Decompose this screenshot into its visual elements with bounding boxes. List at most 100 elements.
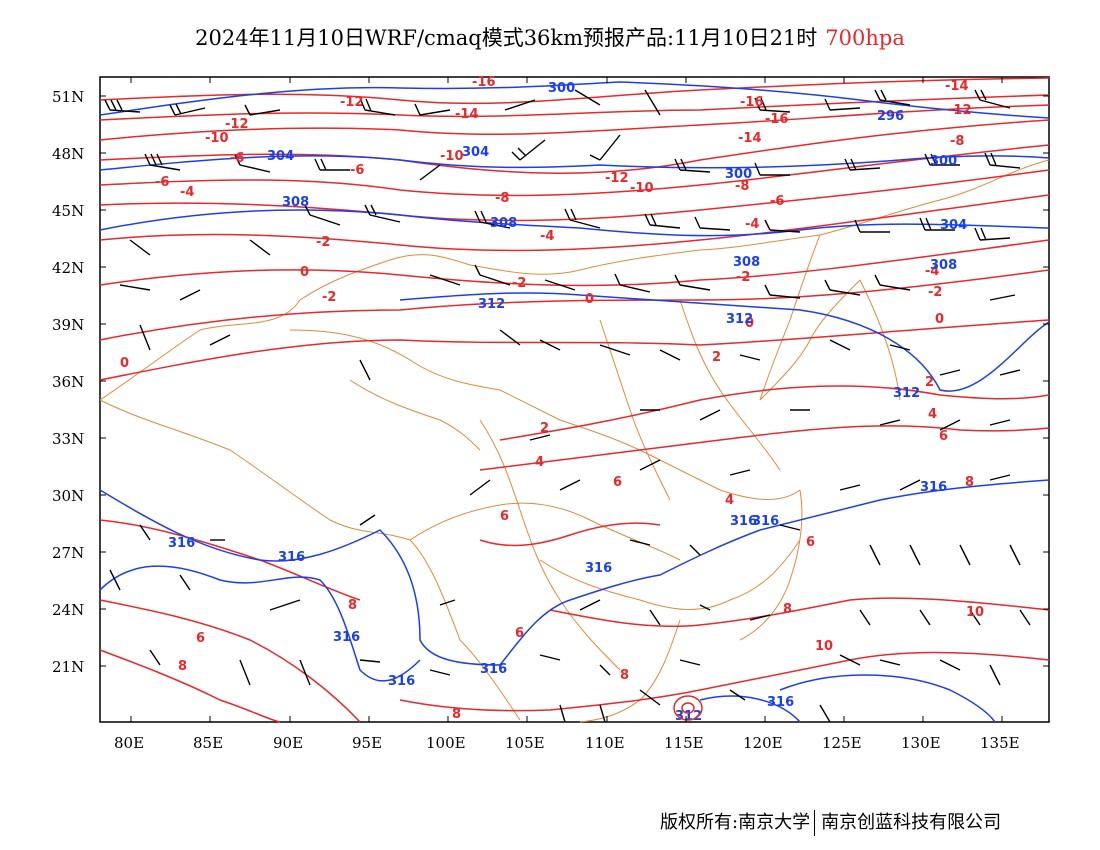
isotherm-label: -10 xyxy=(630,181,654,196)
map-title: 2024年11月10日WRF/cmaq模式36km预报产品:11月10日21时 7… xyxy=(0,22,1100,52)
isotherm-label: 0 xyxy=(935,312,944,327)
lat-axis: 51N 48N 45N 42N 39N 36N 33N 30N 27N 24N … xyxy=(52,88,84,676)
lat-label: 39N xyxy=(52,316,84,334)
lon-label: 130E xyxy=(901,734,941,752)
isotherm-label: 4 xyxy=(725,493,734,508)
height-label: 312 xyxy=(675,709,702,724)
copyright-text: 版权所有:南京大学 xyxy=(660,812,811,833)
height-label: 304 xyxy=(940,218,967,233)
isotherm-label: 6 xyxy=(939,429,948,444)
isotherm-label: -4 xyxy=(745,217,759,232)
title-level: 700hpa xyxy=(825,26,905,50)
isotherm-label: -2 xyxy=(736,270,750,285)
isotherm-label: 0 xyxy=(745,316,754,331)
height-label: 308 xyxy=(930,258,957,273)
isotherm-label: -2 xyxy=(316,235,330,250)
company-text: 南京创蓝科技有限公司 xyxy=(821,812,1002,833)
isotherm-label: -14 xyxy=(455,107,479,122)
isotherm-label: 8 xyxy=(783,602,792,617)
isotherm-label: -12 xyxy=(605,171,629,186)
height-label: 316 xyxy=(585,561,612,576)
isotherm-label: 8 xyxy=(178,659,187,674)
isotherm-label: 8 xyxy=(620,668,629,683)
lat-label: 42N xyxy=(52,259,84,277)
isotherm-label: 4 xyxy=(535,455,544,470)
isotherm-label: -10 xyxy=(440,149,464,164)
height-label: 316 xyxy=(333,630,360,645)
height-label: 300 xyxy=(725,167,752,182)
lon-label: 85E xyxy=(193,734,223,752)
lat-label: 30N xyxy=(52,487,84,505)
isotherm-label: -8 xyxy=(950,134,964,149)
isotherm-label: 2 xyxy=(712,350,721,365)
isotherm-label: -14 xyxy=(738,131,762,146)
isotherm-label: -8 xyxy=(735,179,749,194)
isotherm-label: -12 xyxy=(948,103,972,118)
footer: 版权所有:南京大学 南京创蓝科技有限公司 xyxy=(660,808,1001,836)
footer-divider xyxy=(814,810,816,836)
isotherm-label: -6 xyxy=(230,151,244,166)
lon-label: 95E xyxy=(352,734,382,752)
isotherm-label: 10 xyxy=(966,605,984,620)
isotherm-label: -6 xyxy=(155,175,169,190)
isotherm-label: -16 xyxy=(472,75,496,90)
isotherm-label: -16 xyxy=(765,112,789,127)
height-labels: 300 296 304 304 300 300 308 308 304 308 … xyxy=(168,81,967,724)
height-label: 312 xyxy=(726,312,753,327)
height-label: 300 xyxy=(930,154,957,169)
isotherm-label: -10 xyxy=(205,131,229,146)
lon-label: 105E xyxy=(505,734,545,752)
isotherm-label: 6 xyxy=(806,535,815,550)
isotherm-label: -14 xyxy=(945,79,969,94)
isotherm-label: 0 xyxy=(120,356,129,371)
height-label: 316 xyxy=(278,550,305,565)
isotherm-label: -6 xyxy=(350,163,364,178)
isotherm-label: 8 xyxy=(965,475,974,490)
lat-label: 24N xyxy=(52,601,84,619)
isotherm-label: -12 xyxy=(225,117,249,132)
isotherm-labels: -16 -12 -14 -16 -14 -16 -14 -12 -10 -12 … xyxy=(120,75,984,722)
isotherm-label: -16 xyxy=(740,95,764,110)
height-contours xyxy=(99,81,1050,723)
isotherm-label: -4 xyxy=(540,229,554,244)
isotherm-label: -12 xyxy=(340,95,364,110)
lat-label: 45N xyxy=(52,202,84,220)
height-label: 308 xyxy=(733,255,760,270)
isotherm-label: 10 xyxy=(815,639,833,654)
height-label: 304 xyxy=(462,145,489,160)
height-label: 308 xyxy=(282,195,309,210)
isotherm-label: 0 xyxy=(300,265,309,280)
lon-label: 80E xyxy=(114,734,144,752)
height-label: 296 xyxy=(877,109,904,124)
lat-label: 21N xyxy=(52,658,84,676)
isotherm-label: 6 xyxy=(500,509,509,524)
lon-label: 110E xyxy=(585,734,625,752)
height-label: 316 xyxy=(767,695,794,710)
lat-label: 36N xyxy=(52,373,84,391)
isotherm-label: 0 xyxy=(585,292,594,307)
isotherm-label: -2 xyxy=(322,290,336,305)
height-label: 316 xyxy=(168,536,195,551)
lon-label: 125E xyxy=(822,734,862,752)
isotherm-label: 6 xyxy=(515,626,524,641)
height-label: 316 xyxy=(730,514,757,529)
lon-label: 120E xyxy=(743,734,783,752)
lon-label: 90E xyxy=(273,734,303,752)
lon-label: 100E xyxy=(426,734,466,752)
isotherm-label: 8 xyxy=(452,707,461,722)
height-label: 312 xyxy=(478,297,505,312)
height-label: 312 xyxy=(893,386,920,401)
isotherm-label: 2 xyxy=(540,421,549,436)
height-label: 300 xyxy=(548,81,575,96)
height-label: 316 xyxy=(752,514,779,529)
title-main: 2024年11月10日WRF/cmaq模式36km预报产品:11月10日21时 xyxy=(195,26,818,50)
closed-isotherm xyxy=(673,695,703,721)
lon-axis: 80E 85E 90E 95E 100E 105E 110E 115E 120E… xyxy=(114,734,1020,752)
isotherm-label: 8 xyxy=(348,598,357,613)
isotherm-label: 6 xyxy=(196,631,205,646)
isotherm-label: 2 xyxy=(925,375,934,390)
isotherm-label: -6 xyxy=(770,194,784,209)
isotherm-label: -2 xyxy=(928,285,942,300)
isotherm-label: -4 xyxy=(180,185,194,200)
